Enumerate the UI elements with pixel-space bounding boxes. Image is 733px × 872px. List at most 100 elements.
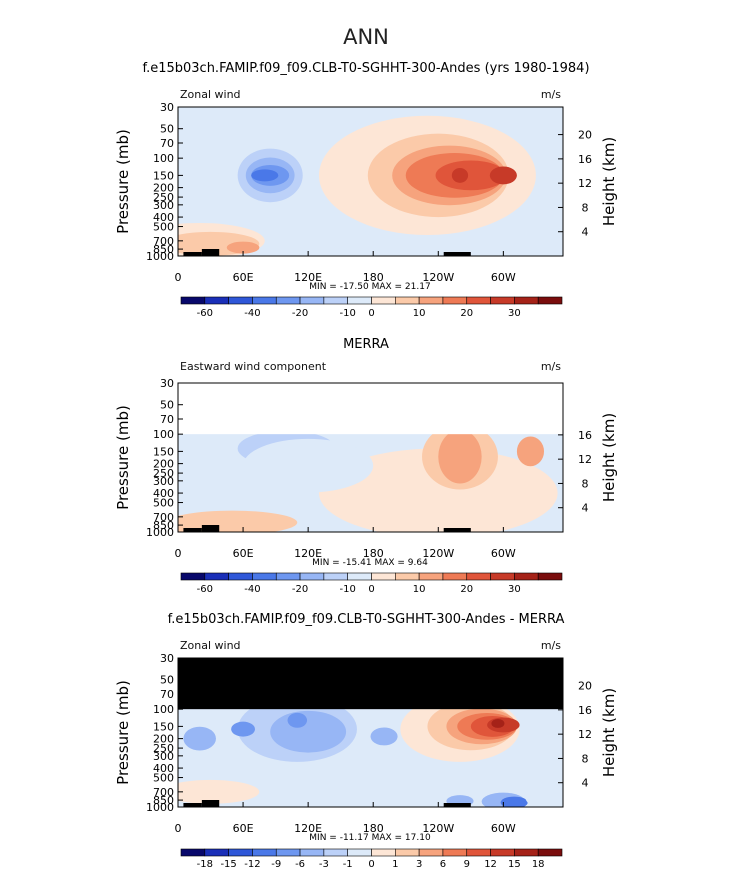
- y-tick-label: 400: [153, 487, 174, 500]
- colorbar-tick-label: 0: [368, 308, 374, 319]
- colorbar-tick-label: -10: [340, 308, 356, 319]
- x-tick-label: 0: [175, 547, 182, 560]
- contour-region: [370, 727, 398, 746]
- colorbar-tick-label: 20: [460, 584, 473, 595]
- panel-title: f.e15b03ch.FAMIP.f09_f09.CLB-T0-SGHHT-30…: [142, 61, 589, 76]
- height-tick-label: 12: [578, 453, 592, 466]
- colorbar-tick-label: -18: [197, 859, 213, 870]
- colorbar-swatch: [537, 848, 563, 857]
- colorbar-swatch: [204, 572, 229, 581]
- colorbar-tick-label: 1: [392, 859, 398, 870]
- colorbar-swatch: [275, 848, 301, 857]
- colorbar-tick-label: -10: [340, 584, 356, 595]
- x-tick-label: 120W: [422, 822, 454, 835]
- y-tick-label: 100: [153, 428, 174, 441]
- contour-region: [319, 448, 558, 532]
- colorbar-tick-label: -40: [244, 308, 260, 319]
- topography: [201, 800, 220, 807]
- contour-region: [183, 726, 216, 751]
- colorbar-tick-label: 9: [464, 859, 470, 870]
- height-tick-label: 16: [578, 429, 592, 442]
- y-tick-label: 850: [153, 519, 174, 532]
- x-tick-label: 60E: [233, 271, 254, 284]
- colorbar-swatch: [418, 572, 444, 581]
- colorbar-swatch: [395, 572, 420, 581]
- y-tick-label: 300: [153, 750, 174, 763]
- topography: [183, 528, 202, 532]
- colorbar-tick-label: 20: [460, 308, 473, 319]
- x-tick-label: 180: [363, 822, 384, 835]
- height-tick-label: 4: [582, 502, 589, 515]
- y-tick-label: 150: [153, 169, 174, 182]
- contour-region: [516, 436, 545, 467]
- colorbar-swatch: [204, 848, 229, 857]
- colorbar-swatch: [299, 296, 325, 305]
- y-tick-label: 500: [153, 221, 174, 234]
- y-tick-label: 250: [153, 467, 174, 480]
- colorbar-swatch: [323, 572, 348, 581]
- colorbar-swatch: [514, 572, 539, 581]
- y-tick-label: 300: [153, 475, 174, 488]
- contour-region: [251, 169, 279, 182]
- y-tick-label: 250: [153, 191, 174, 204]
- panel-left-label: Zonal wind: [180, 639, 241, 652]
- min-max-stats: MIN = -17.50 MAX = 21.17: [309, 282, 430, 292]
- y-axis-right-title: Height (km): [600, 137, 618, 226]
- colorbar-swatch: [490, 572, 515, 581]
- colorbar-swatch: [490, 848, 515, 857]
- colorbar-swatch: [180, 572, 206, 581]
- colorbar-tick-label: 12: [484, 859, 497, 870]
- plot-frame: [177, 106, 564, 257]
- colorbar-swatch: [275, 572, 301, 581]
- height-tick-label: 8: [582, 752, 589, 765]
- x-tick-label: 60E: [233, 822, 254, 835]
- contour-region: [451, 167, 469, 183]
- panel-3: f.e15b03ch.FAMIP.f09_f09.CLB-T0-SGHHT-30…: [114, 612, 618, 870]
- contour-region: [500, 796, 528, 807]
- y-axis-right-title: Height (km): [600, 688, 618, 777]
- height-tick-label: 20: [578, 129, 592, 142]
- colorbar-swatch: [466, 572, 491, 581]
- colorbar-swatch: [228, 296, 253, 305]
- colorbar-swatch: [490, 296, 515, 305]
- colorbar-tick-label: 18: [532, 859, 545, 870]
- colorbar-swatch: [347, 296, 372, 305]
- contour-region: [243, 438, 374, 493]
- contour-region: [287, 712, 308, 728]
- y-tick-label: 1000: [146, 801, 174, 814]
- panel-units: m/s: [541, 360, 561, 373]
- colorbar-tick-label: 15: [508, 859, 521, 870]
- colorbar-swatch: [466, 296, 491, 305]
- colorbar-swatch: [466, 848, 491, 857]
- y-axis-title: Pressure (mb): [114, 405, 132, 510]
- height-tick-label: 8: [582, 477, 589, 490]
- contour-region: [435, 160, 507, 191]
- colorbar-swatch: [323, 296, 348, 305]
- colorbar-swatch: [275, 296, 301, 305]
- y-tick-label: 700: [153, 235, 174, 248]
- colorbar-swatch: [252, 296, 277, 305]
- panel-left-label: Zonal wind: [180, 88, 241, 101]
- colorbar-tick-label: -60: [197, 308, 213, 319]
- contour-region: [226, 241, 260, 254]
- y-axis-right-title: Height (km): [600, 413, 618, 502]
- x-tick-label: 180: [363, 547, 384, 560]
- no-data-region: [178, 383, 563, 435]
- x-tick-label: 0: [175, 822, 182, 835]
- colorbar-swatch: [371, 848, 396, 857]
- contour-region: [270, 710, 347, 753]
- colorbar-tick-label: 0: [368, 584, 374, 595]
- y-tick-label: 500: [153, 497, 174, 510]
- y-tick-label: 400: [153, 211, 174, 224]
- panel-1: f.e15b03ch.FAMIP.f09_f09.CLB-T0-SGHHT-30…: [114, 61, 618, 319]
- y-tick-label: 200: [153, 182, 174, 195]
- contour-region: [523, 776, 548, 807]
- colorbar-tick-label: -20: [292, 584, 308, 595]
- contour-region: [438, 429, 482, 484]
- y-tick-label: 250: [153, 742, 174, 755]
- height-tick-label: 16: [578, 153, 592, 166]
- colorbar-swatch: [228, 848, 253, 857]
- y-tick-label: 850: [153, 243, 174, 256]
- x-tick-label: 120W: [422, 271, 454, 284]
